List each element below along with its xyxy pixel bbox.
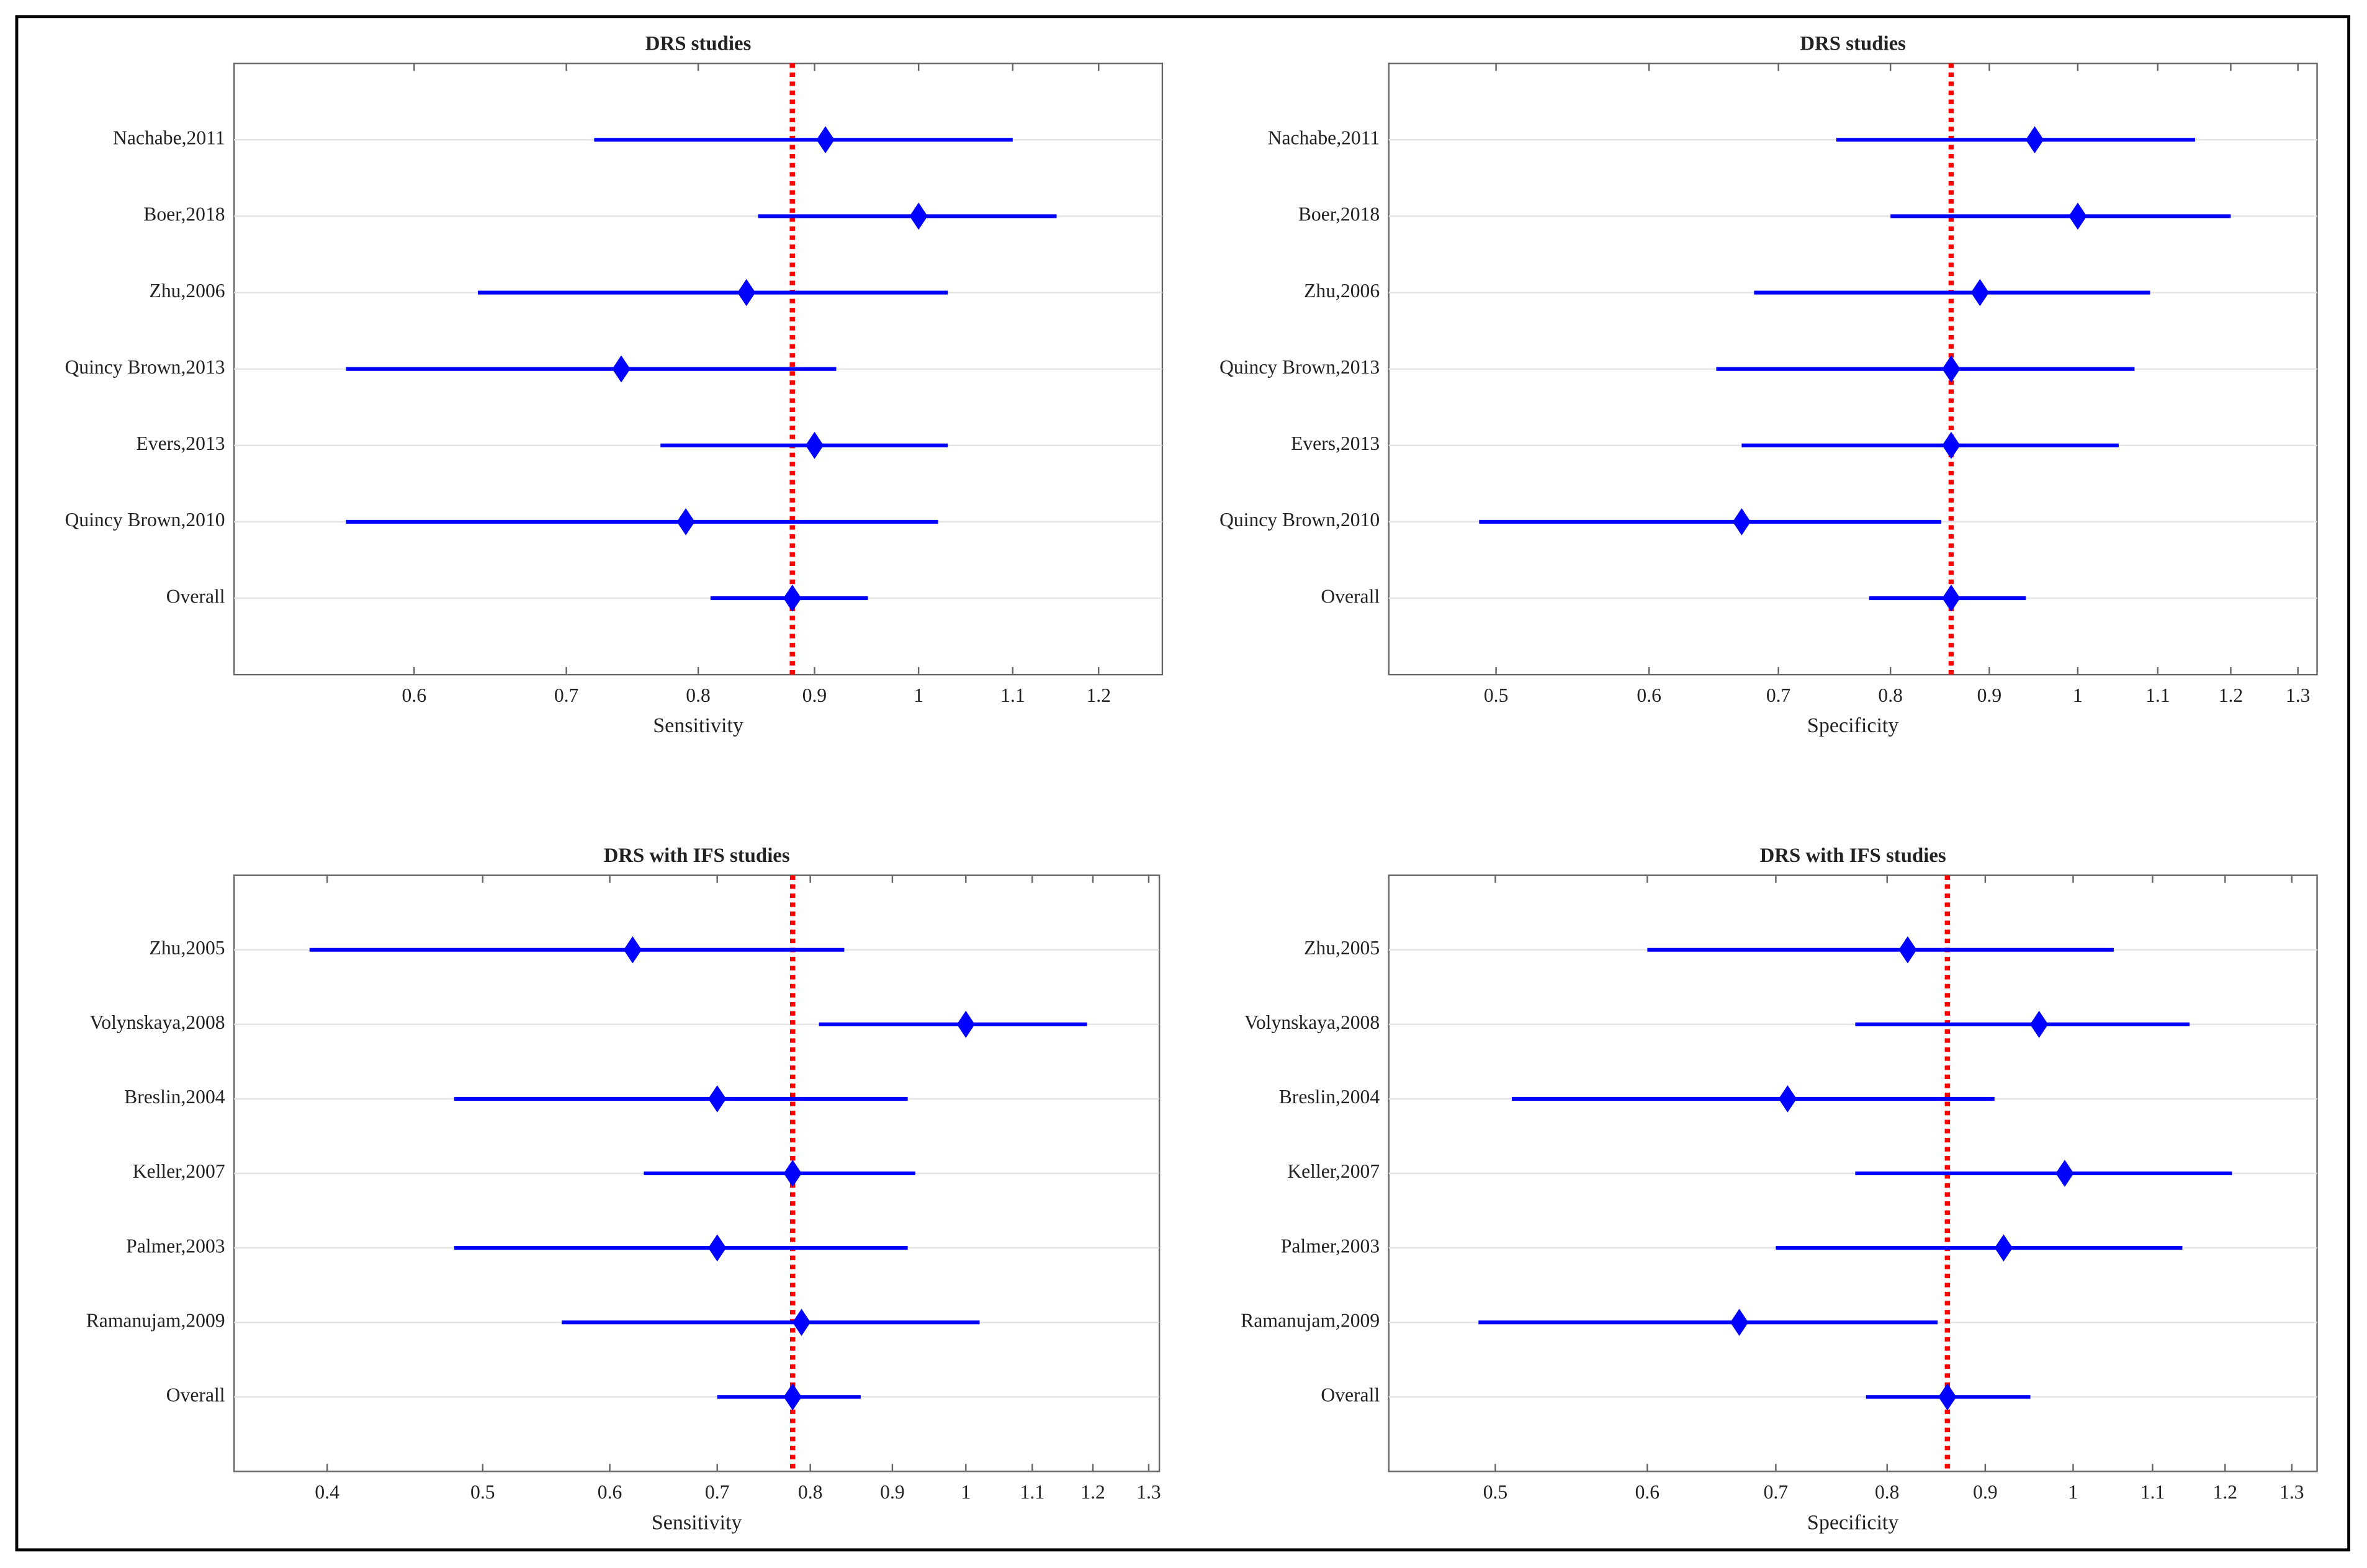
y-tick-label: Overall	[1321, 1384, 1380, 1406]
x-tick-label: 0.7	[705, 1481, 730, 1503]
point-estimate	[1898, 936, 1917, 964]
point-estimate	[2025, 126, 2044, 154]
x-tick-label: 0.9	[1973, 1481, 1998, 1503]
point-estimate	[623, 936, 642, 964]
y-tick-label: Quincy Brown,2013	[65, 356, 225, 378]
x-tick-label: 0.6	[1637, 684, 1661, 706]
x-tick-label: 0.8	[686, 684, 711, 706]
y-tick-label: Keller,2007	[1287, 1160, 1380, 1182]
y-tick-label: Volynskaya,2008	[1244, 1011, 1380, 1033]
chart-title: DRS with IFS studies	[604, 844, 790, 867]
x-tick-label: 1	[2068, 1481, 2078, 1503]
x-tick-label: 0.9	[802, 684, 827, 706]
y-tick-label: Zhu,2005	[1304, 937, 1380, 959]
point-estimate	[2068, 202, 2087, 230]
y-tick-label: Breslin,2004	[1279, 1086, 1380, 1108]
y-tick-label: Overall	[166, 585, 225, 607]
y-tick-label: Ramanujam,2009	[86, 1309, 225, 1331]
x-tick-label: 0.6	[402, 684, 427, 706]
y-tick-label: Keller,2007	[133, 1160, 225, 1182]
x-tick-label: 1.2	[1080, 1481, 1105, 1503]
x-tick-label: 0.4	[315, 1481, 339, 1503]
x-axis-label: Sensitivity	[652, 1511, 742, 1534]
y-tick-label: Ramanujam,2009	[1241, 1309, 1380, 1331]
x-tick-label: 0.7	[1764, 1481, 1789, 1503]
y-tick-label: Evers,2013	[136, 432, 225, 454]
x-tick-label: 1.1	[2140, 1481, 2165, 1503]
x-tick-label: 1.2	[2219, 684, 2243, 706]
x-tick-label: 0.8	[798, 1481, 823, 1503]
y-tick-label: Zhu,2005	[150, 937, 225, 959]
point-estimate	[1730, 1309, 1749, 1337]
x-tick-label: 0.8	[1875, 1481, 1900, 1503]
x-tick-label: 1.3	[2279, 1481, 2304, 1503]
y-tick-label: Nachabe,2011	[1268, 127, 1380, 149]
y-tick-label: Quincy Brown,2010	[65, 509, 225, 531]
x-tick-label: 0.9	[880, 1481, 905, 1503]
y-tick-label: Overall	[166, 1384, 225, 1406]
y-tick-label: Palmer,2003	[1281, 1235, 1380, 1257]
x-tick-label: 1.2	[2213, 1481, 2238, 1503]
y-tick-label: Zhu,2006	[150, 280, 225, 302]
y-tick-label: Boer,2018	[143, 204, 225, 225]
x-tick-label: 0.6	[1635, 1481, 1660, 1503]
x-axis-label: Sensitivity	[653, 714, 743, 737]
x-tick-label: 0.6	[598, 1481, 622, 1503]
x-tick-label: 0.5	[1483, 1481, 1508, 1503]
y-tick-label: Quincy Brown,2010	[1219, 509, 1380, 531]
x-tick-label: 0.9	[1977, 684, 2002, 706]
x-tick-label: 0.5	[1484, 684, 1509, 706]
x-tick-label: 0.7	[1766, 684, 1791, 706]
figure-border	[15, 15, 2351, 1552]
y-tick-label: Boer,2018	[1298, 204, 1380, 225]
chart-title: DRS studies	[1800, 32, 1906, 55]
point-estimate	[2030, 1010, 2049, 1038]
y-tick-label: Zhu,2006	[1304, 280, 1380, 302]
y-tick-label: Overall	[1321, 585, 1380, 607]
x-tick-label: 0.7	[554, 684, 579, 706]
y-tick-label: Nachabe,2011	[113, 127, 225, 149]
y-tick-label: Breslin,2004	[124, 1086, 225, 1108]
point-estimate	[1970, 279, 1989, 307]
point-estimate	[956, 1010, 975, 1038]
x-tick-label: 1.1	[2145, 684, 2170, 706]
x-axis-label: Specificity	[1807, 714, 1899, 737]
point-estimate	[909, 202, 928, 230]
chart-title: DRS with IFS studies	[1760, 844, 1946, 867]
point-estimate	[783, 1160, 802, 1187]
y-tick-label: Quincy Brown,2013	[1219, 356, 1380, 378]
x-tick-label: 1	[2073, 684, 2083, 706]
point-estimate	[792, 1309, 811, 1337]
chart-title: DRS studies	[645, 32, 752, 55]
x-tick-label: 1.3	[1136, 1481, 1161, 1503]
point-estimate	[2055, 1160, 2074, 1187]
x-tick-label: 1	[961, 1481, 971, 1503]
x-tick-label: 1.1	[1000, 684, 1025, 706]
x-tick-label: 1.3	[2286, 684, 2311, 706]
x-tick-label: 0.8	[1878, 684, 1903, 706]
y-tick-label: Palmer,2003	[126, 1235, 225, 1257]
y-tick-label: Volynskaya,2008	[90, 1011, 225, 1033]
y-tick-label: Evers,2013	[1291, 432, 1380, 454]
x-tick-label: 1	[914, 684, 923, 706]
x-tick-label: 1.1	[1020, 1481, 1045, 1503]
point-estimate	[737, 279, 756, 307]
x-axis-label: Specificity	[1807, 1511, 1899, 1534]
x-tick-label: 0.5	[470, 1481, 495, 1503]
x-tick-label: 1.2	[1086, 684, 1111, 706]
